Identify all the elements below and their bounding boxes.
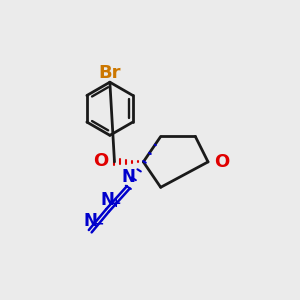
Text: −: −: [94, 218, 104, 231]
Text: O: O: [94, 152, 109, 170]
Text: Br: Br: [99, 64, 121, 82]
Text: N: N: [100, 191, 115, 209]
Text: O: O: [214, 153, 229, 171]
Text: N: N: [122, 168, 135, 186]
Text: N: N: [83, 212, 97, 230]
Text: +: +: [111, 197, 122, 210]
